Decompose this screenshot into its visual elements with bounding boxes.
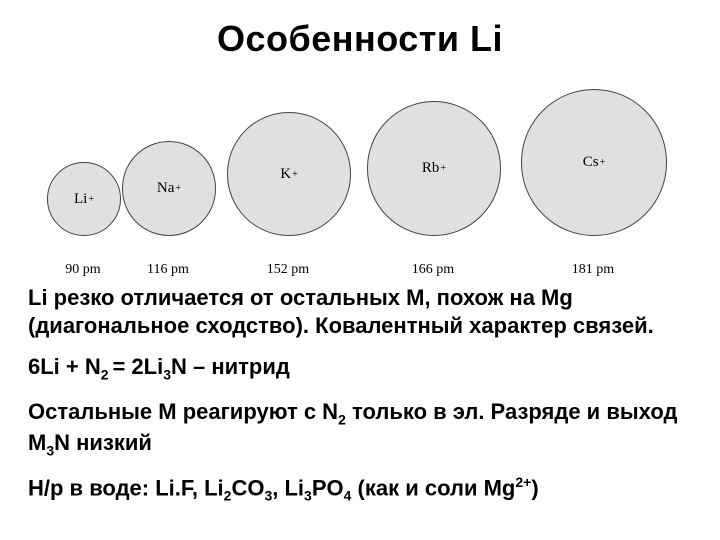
- ion-circle: Na+: [122, 141, 217, 236]
- ion-circle: Rb+: [367, 101, 502, 236]
- ion-group: Rb+166 pm: [367, 101, 500, 236]
- ion-group: Cs+181 pm: [521, 89, 666, 236]
- slide-title: Особенности Li: [28, 18, 692, 60]
- ion-circle: Li+: [47, 162, 121, 236]
- ion-radius-label: 116 pm: [147, 262, 189, 278]
- slide: Особенности Li Li+90 pmNa+116 pmK+152 pm…: [0, 0, 720, 540]
- ion-radius-label: 90 pm: [65, 262, 100, 278]
- paragraph-4: Н/р в воде: Li.F, Li2CO3, Li3PO4 (как и …: [28, 474, 692, 505]
- paragraph-1: Li резко отличается от остальных M, похо…: [28, 284, 692, 339]
- paragraph-2: 6Li + N2 = 2Li3N – нитрид: [28, 353, 692, 384]
- ion-radius-label: 152 pm: [267, 262, 309, 278]
- ion-group: K+152 pm: [227, 112, 349, 236]
- ionic-radii-diagram: Li+90 pmNa+116 pmK+152 pmRb+166 pmCs+181…: [28, 74, 692, 284]
- ion-group: Li+90 pm: [47, 162, 119, 236]
- paragraph-3: Остальные М реагируют с N2 только в эл. …: [28, 398, 692, 460]
- ion-circle: Cs+: [521, 89, 668, 236]
- ion-radius-label: 166 pm: [412, 262, 454, 278]
- ion-circle: K+: [227, 112, 351, 236]
- ion-group: Na+116 pm: [122, 141, 215, 236]
- ion-radius-label: 181 pm: [572, 262, 614, 278]
